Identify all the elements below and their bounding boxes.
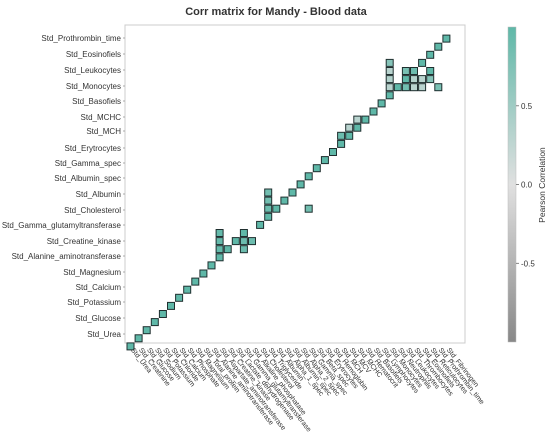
colorbar-tick-label: -0.5: [521, 259, 535, 268]
heatmap-cell: [418, 83, 427, 92]
heatmap-cell: [337, 131, 346, 140]
heatmap-cell: [183, 285, 192, 294]
heatmap-cell: [296, 180, 305, 189]
heatmap-cell: [126, 342, 135, 351]
y-tick-label: Std_Basofiels: [72, 97, 121, 106]
y-tick-label: Std_Gamma_spec: [55, 159, 121, 168]
heatmap-cell: [134, 334, 143, 343]
heatmap-cell: [401, 75, 410, 84]
heatmap-cell: [353, 115, 362, 124]
heatmap-cell: [207, 261, 216, 270]
heatmap-cell: [272, 204, 281, 213]
colorbar-gradient: [507, 26, 517, 343]
heatmap-cell: [215, 245, 224, 254]
heatmap-cell: [418, 75, 427, 84]
heatmap-cell: [385, 67, 394, 75]
heatmap-cell: [304, 204, 313, 213]
heatmap-cell: [248, 237, 256, 246]
y-tick-label: Std_Glucose: [75, 314, 121, 323]
y-tick-label: Std_Eosinofiels: [66, 50, 121, 59]
heatmap-cell: [434, 83, 443, 92]
heatmap-cell: [304, 172, 313, 181]
y-tick-label: Std_Cholesterol: [64, 206, 121, 215]
heatmap-cell: [401, 67, 410, 75]
heatmap-cell: [239, 229, 248, 237]
y-tick-label: Std_Creatine_kinase: [47, 237, 122, 246]
heatmap-cell: [239, 245, 248, 254]
y-tick-label: Std_MCH: [86, 127, 121, 136]
colorbar-title: Pearson Correlation: [537, 147, 547, 223]
heatmap-cell: [288, 188, 297, 197]
heatmap-cell: [434, 42, 443, 51]
y-tick-label: Std_Alanine_aminotransferase: [12, 252, 122, 261]
heatmap-cell: [199, 269, 208, 278]
heatmap-cell: [401, 83, 410, 92]
heatmap-cell: [215, 253, 224, 262]
y-tick-label: Std_Gamma_glutamyltransferase: [2, 221, 122, 230]
y-tick-label: Std_Urea: [87, 330, 121, 339]
x-axis-tick-labels: Std_UreaStd_CreatinineStd_GlucoseStd_Sod…: [129, 347, 485, 434]
heatmap-cell: [158, 310, 167, 318]
y-tick-label: Std_Magnesium: [63, 268, 121, 277]
y-tick-label: Std_Albumin_spec: [54, 174, 121, 183]
heatmap-cell: [264, 196, 273, 205]
heatmap-cell: [369, 107, 378, 116]
y-tick-label: Std_Albumin: [76, 190, 121, 199]
colorbar-tick-label: 0.5: [521, 102, 533, 111]
heatmap-cell: [345, 123, 354, 132]
heatmap-cell: [167, 301, 175, 310]
heatmap-cell: [345, 131, 354, 140]
heatmap-cell: [329, 148, 337, 156]
y-tick-label: Std_Erytrocytes: [65, 144, 121, 153]
heatmap-cell: [410, 75, 418, 84]
heatmap-cell: [426, 50, 435, 59]
heatmap-cell: [385, 83, 394, 92]
heatmap-cell: [337, 139, 346, 148]
heatmap-cell: [175, 293, 184, 302]
heatmap-cell: [312, 164, 321, 173]
heatmap-cell: [215, 237, 224, 246]
heatmap-cell: [410, 83, 418, 92]
y-tick-label: Std_Monocytes: [66, 82, 121, 91]
y-axis-tick-labels: Std_Prothrombin_time Std_Eosinofiels Std_L…: [2, 34, 125, 339]
heatmap-cell: [320, 156, 329, 165]
heatmap-cell: [385, 58, 394, 67]
heatmap-cell: [393, 83, 402, 92]
heatmap-cell: [385, 75, 394, 84]
heatmap-cell: [264, 204, 273, 213]
heatmap-cell: [239, 237, 248, 246]
heatmap-cell: [256, 220, 265, 229]
y-tick-label: Std_Leukocytes: [64, 66, 121, 75]
heatmap-cell: [150, 318, 159, 327]
y-tick-label: Std_Prothrombin_time: [41, 34, 121, 43]
heatmap-cell: [264, 212, 273, 221]
colorbar: 0.5 0.0 -0.5 Pearson Correlation: [507, 26, 547, 343]
heatmap-cell: [264, 188, 273, 197]
y-tick-label: Std_Potassium: [67, 298, 121, 307]
heatmap-cell: [442, 34, 451, 43]
heatmap-cell: [215, 229, 224, 237]
heatmap-cell: [418, 58, 427, 67]
chart-title: Corr matrix for Mandy - Blood data: [185, 6, 367, 18]
heatmap-cell: [385, 91, 394, 100]
heatmap-cell: [280, 196, 289, 205]
heatmap-cell: [353, 123, 362, 132]
y-tick-label: Std_MCHC: [81, 113, 122, 122]
heatmap-cell: [142, 326, 151, 335]
heatmap-cell: [361, 115, 370, 124]
heatmap-cell: [410, 67, 418, 75]
heatmap-cell: [377, 99, 386, 108]
heatmap-cell: [426, 67, 435, 75]
y-tick-label: Std_Calcium: [76, 283, 122, 292]
heatmap-cell: [223, 245, 232, 254]
heatmap-cell: [231, 237, 240, 246]
heatmap-cells: [126, 34, 451, 351]
heatmap-cell: [426, 75, 435, 84]
heatmap-cell: [191, 277, 200, 286]
colorbar-tick-label: 0.0: [521, 181, 533, 190]
